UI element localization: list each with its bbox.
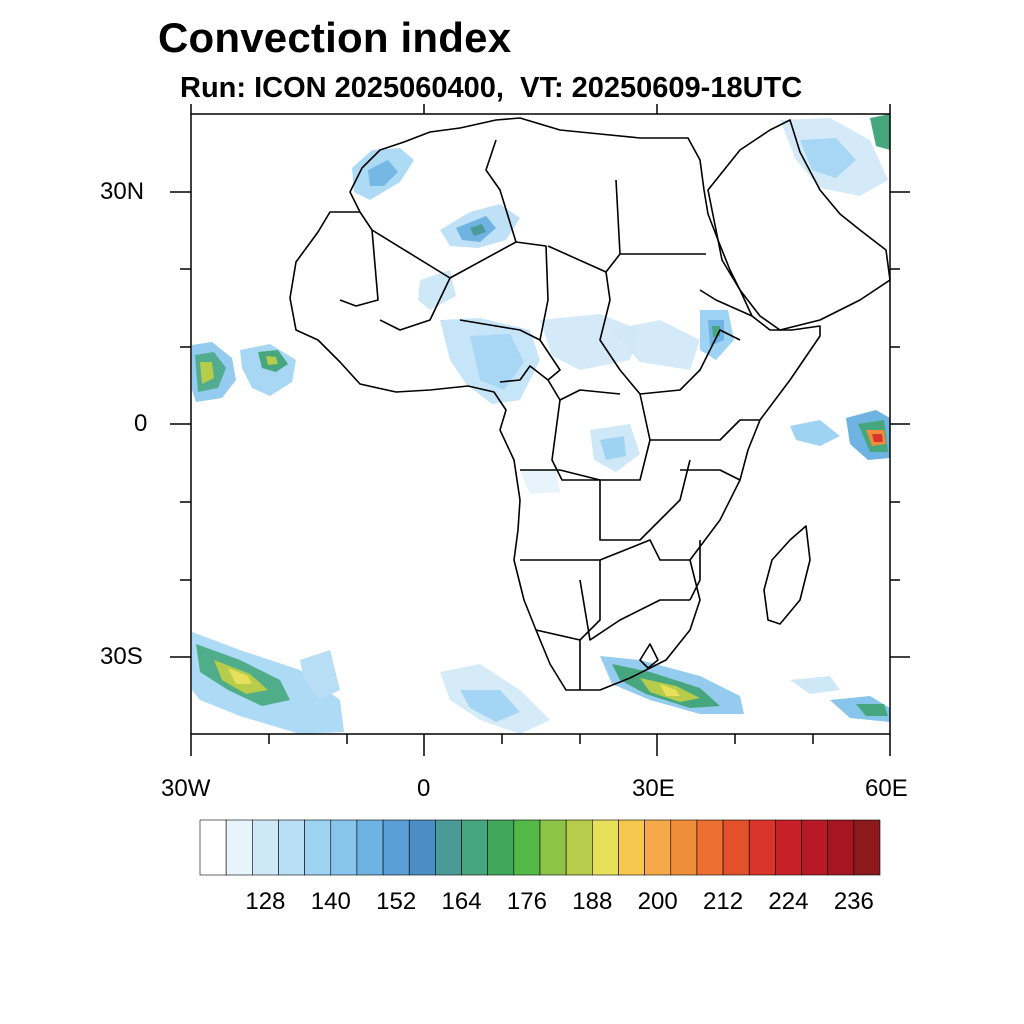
lon-label-30e: 30E	[632, 775, 675, 802]
colorbar-swatch	[722, 819, 750, 876]
colorbar-label: 236	[833, 888, 874, 915]
colorbar-swatch	[775, 819, 802, 876]
colorbar-swatch	[853, 819, 881, 876]
chart-title: Convection index	[158, 14, 512, 61]
chart-subtitle: Run: ICON 2025060400, VT: 20250609-18UTC	[180, 72, 803, 104]
colorbar-swatch	[382, 819, 410, 876]
colorbar-swatch	[696, 819, 724, 876]
colorbar-swatch	[278, 819, 305, 876]
lon-label-30w: 30W	[161, 775, 211, 802]
colorbar-swatch	[225, 819, 253, 876]
coastlines	[289, 117, 891, 691]
colorbar-swatch	[304, 819, 332, 876]
colorbar-label: 200	[637, 888, 678, 915]
colorbar-swatch	[487, 819, 515, 876]
colorbar-swatch	[513, 819, 541, 876]
colorbar-swatch	[539, 819, 567, 876]
colorbar-swatch	[827, 819, 855, 876]
colorbar-swatch	[618, 819, 645, 876]
axis-ticks	[170, 104, 910, 756]
colorbar-swatch	[748, 819, 776, 876]
lon-label-60e: 60E	[865, 775, 908, 802]
colorbar-label: 188	[572, 888, 613, 915]
colorbar-swatch	[670, 819, 698, 876]
colorbar-label: 176	[506, 888, 547, 915]
lat-label-30s: 30S	[100, 643, 143, 670]
colorbar-swatch	[330, 819, 358, 876]
colorbar-label: 152	[376, 888, 417, 915]
convection-field	[192, 114, 890, 734]
colorbar-swatch	[801, 819, 828, 876]
colorbar-swatch	[356, 819, 384, 876]
lat-label-30n: 30N	[100, 178, 145, 205]
colorbar-swatch	[199, 819, 227, 876]
colorbar-swatch	[565, 819, 593, 876]
colorbar-label: 140	[310, 888, 351, 915]
colorbar	[199, 819, 881, 876]
colorbar-swatch	[592, 819, 619, 876]
colorbar-label: 164	[441, 888, 482, 915]
lat-label-0: 0	[134, 410, 148, 437]
colorbar-swatch	[435, 819, 462, 876]
colorbar-label: 212	[703, 888, 744, 915]
colorbar-swatch	[252, 819, 279, 876]
colorbar-label: 224	[768, 888, 809, 915]
colorbar-swatch	[644, 819, 672, 876]
lon-label-0: 0	[417, 775, 431, 802]
colorbar-swatch	[461, 819, 488, 876]
colorbar-swatch	[408, 819, 436, 876]
colorbar-label: 128	[245, 888, 286, 915]
